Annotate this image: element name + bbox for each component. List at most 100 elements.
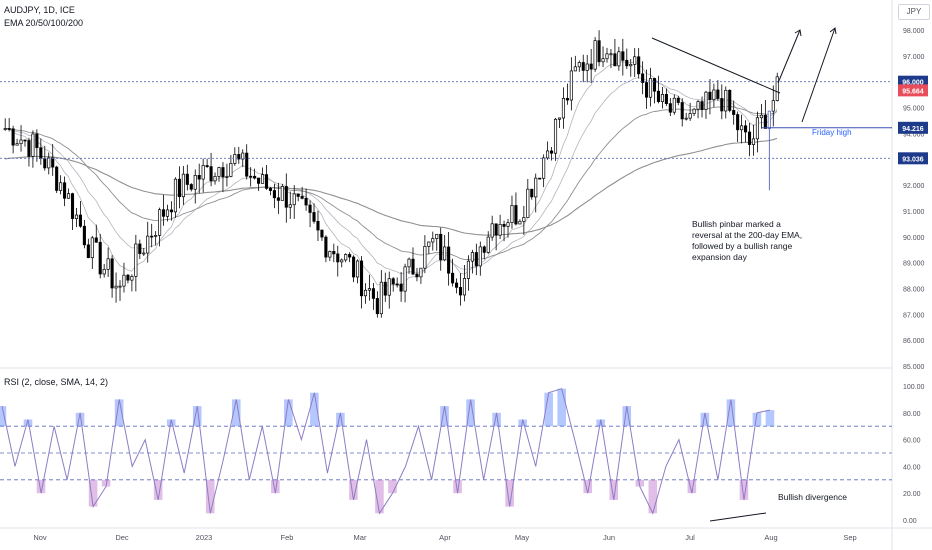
candle-body xyxy=(716,89,720,99)
candle-body xyxy=(320,229,324,238)
candle-body xyxy=(462,278,467,296)
candle-body xyxy=(423,246,427,269)
candle-body xyxy=(253,175,257,179)
ema-legend[interactable]: EMA 20/50/100/200 xyxy=(4,18,84,28)
candle-body xyxy=(217,167,221,177)
candle-body xyxy=(19,139,23,145)
rsi-overbought-fill xyxy=(466,399,475,427)
rsi-oversold-fill xyxy=(635,479,645,487)
price-tick-label: 90.000 xyxy=(903,235,925,242)
candle-body xyxy=(637,56,641,75)
symbol-title[interactable]: AUDJPY, 1D, ICE xyxy=(4,5,75,15)
candle-body xyxy=(387,278,391,296)
rsi-oversold-fill xyxy=(453,479,462,494)
candle-body xyxy=(110,258,114,289)
candle-body xyxy=(581,62,585,71)
price-tick-label: 87.000 xyxy=(903,312,925,319)
candle-body xyxy=(585,63,589,71)
candle-body xyxy=(553,118,558,154)
candle-body xyxy=(728,89,732,111)
price-tag-label: 96.000 xyxy=(902,80,924,87)
candle-body xyxy=(494,223,498,236)
candle-body xyxy=(375,298,379,315)
candle-body xyxy=(304,198,308,206)
candle-body xyxy=(221,167,225,178)
candle-body xyxy=(371,288,375,299)
candle-body xyxy=(177,178,181,198)
candle-body xyxy=(213,175,217,182)
candle-body xyxy=(435,233,439,239)
candle-body xyxy=(534,177,538,198)
candle-body xyxy=(767,110,771,129)
candle-body xyxy=(736,114,740,131)
candle-body xyxy=(391,278,395,285)
candle-body xyxy=(280,186,284,201)
rsi-overbought-fill xyxy=(622,406,632,427)
candle-body xyxy=(506,222,510,227)
ema-line xyxy=(4,137,778,236)
candle-body xyxy=(700,101,704,110)
rsi-oversold-fill xyxy=(375,479,384,514)
candle-body xyxy=(43,158,47,169)
candle-body xyxy=(78,214,82,227)
time-tick-label: Jun xyxy=(603,533,615,542)
price-tag xyxy=(898,121,928,134)
rsi-overbought-fill xyxy=(284,399,293,427)
candle-body xyxy=(126,274,130,281)
candle-body xyxy=(205,165,209,167)
rsi-overbought-fill xyxy=(726,399,736,427)
candle-body xyxy=(415,273,419,278)
candle-body xyxy=(383,281,387,296)
rsi-overbought-fill xyxy=(557,388,566,427)
rsi-overbought-fill xyxy=(192,406,202,427)
rsi-title[interactable]: RSI (2, close, SMA, 14, 2) xyxy=(4,377,109,387)
candle-body xyxy=(359,260,364,297)
candle-body xyxy=(621,51,625,61)
rsi-overbought-fill xyxy=(596,419,606,427)
candle-body xyxy=(55,166,59,191)
price-tag-label: 95.664 xyxy=(902,88,924,95)
candle-body xyxy=(660,93,664,102)
candle-body xyxy=(185,173,189,185)
candle-body xyxy=(751,138,756,145)
candle-body xyxy=(538,177,542,180)
candle-body xyxy=(162,209,166,217)
candle-body xyxy=(150,235,154,238)
candle-body xyxy=(490,223,494,238)
candle-body xyxy=(605,53,609,60)
rsi-overbought-fill xyxy=(310,392,319,427)
candle-body xyxy=(332,251,336,255)
candle-body xyxy=(656,90,661,102)
candle-body xyxy=(498,223,502,236)
trendline xyxy=(651,37,781,94)
candle-body xyxy=(688,113,692,119)
candle-body xyxy=(118,285,122,288)
candle-body xyxy=(367,288,371,291)
candle-body xyxy=(237,154,241,160)
candle-body xyxy=(732,110,736,115)
candle-body xyxy=(431,238,435,243)
candle-body xyxy=(668,103,672,113)
price-tick-label: 86.000 xyxy=(903,338,925,345)
candle-body xyxy=(86,244,90,259)
candle-body xyxy=(482,246,486,253)
note-line-1: Bullish pinbar marked a xyxy=(692,219,781,229)
candle-body xyxy=(316,220,320,231)
candle-body xyxy=(684,117,688,120)
candle-body xyxy=(395,283,399,286)
candle-body xyxy=(625,59,629,67)
candle-body xyxy=(542,157,546,179)
bullish-divergence-label: Bullish divergence xyxy=(778,492,847,502)
rsi-overbought-fill xyxy=(114,399,124,427)
candle-body xyxy=(300,196,304,199)
candle-body xyxy=(502,223,506,227)
candle-body xyxy=(664,93,668,104)
candle-body xyxy=(720,98,724,112)
candle-body xyxy=(443,246,447,261)
currency-badge[interactable]: JPY xyxy=(898,4,930,20)
candle-body xyxy=(276,197,280,201)
candle-body xyxy=(755,117,759,140)
time-tick-label: Nov xyxy=(33,533,47,542)
rsi-oversold-fill xyxy=(101,479,111,487)
